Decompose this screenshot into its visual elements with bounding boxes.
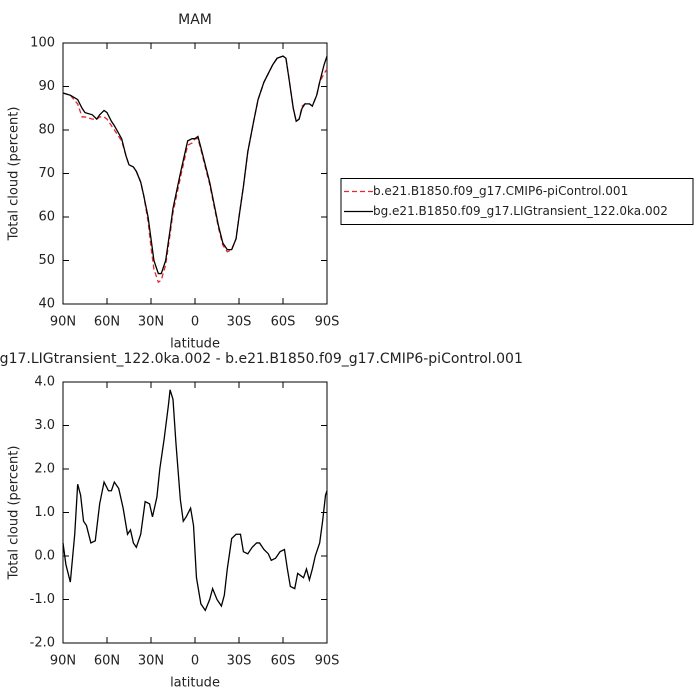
x-axis-label: latitude (170, 337, 220, 352)
series-line (62, 55, 328, 275)
legend-label: bg.e21.B1850.f09_g17.LIGtransient_122.0k… (373, 204, 668, 218)
x-tick-label: 30S (227, 654, 252, 669)
plot-frame (62, 381, 328, 644)
x-tick-label: 0 (191, 654, 199, 669)
x-tick-label: 60N (94, 315, 120, 330)
y-tick-label: 70 (38, 166, 55, 181)
y-tick-label: 2.0 (34, 462, 55, 477)
x-tick-label: 60N (94, 654, 120, 669)
y-tick-label: -2.0 (30, 636, 55, 651)
x-tick-label: 90N (50, 315, 76, 330)
x-tick-label: 60S (271, 315, 296, 330)
legend-box (340, 178, 694, 225)
plot-frame (62, 42, 328, 305)
y-tick-label: 80 (38, 123, 55, 138)
series-line (62, 389, 328, 612)
y-tick-label: 90 (38, 79, 55, 94)
y-axis-label: Total cloud (percent) (7, 446, 22, 581)
y-tick-label: 3.0 (34, 418, 55, 433)
y-tick-label: 100 (30, 36, 55, 51)
chart-title: bg.e21.B1850.f09_g17.LIGtransient_122.0k… (0, 351, 523, 367)
series-line (62, 55, 328, 284)
y-tick-label: 40 (38, 297, 55, 312)
y-axis-label: Total cloud (percent) (7, 107, 22, 242)
legend-label: b.e21.B1850.f09_g17.CMIP6-piControl.001 (373, 184, 628, 198)
y-tick-label: 0.0 (34, 549, 55, 564)
x-tick-label: 30N (138, 654, 164, 669)
chart-title: MAM (178, 12, 212, 28)
x-tick-label: 90S (315, 315, 340, 330)
x-tick-label: 30S (227, 315, 252, 330)
x-tick-label: 30N (138, 315, 164, 330)
x-tick-label: 90S (315, 654, 340, 669)
x-tick-label: 90N (50, 654, 76, 669)
y-tick-label: 4.0 (34, 375, 55, 390)
y-tick-label: 60 (38, 210, 55, 225)
y-tick-label: 1.0 (34, 505, 55, 520)
x-tick-label: 0 (191, 315, 199, 330)
x-tick-label: 60S (271, 654, 296, 669)
y-tick-label: 50 (38, 253, 55, 268)
x-axis-label: latitude (170, 676, 220, 691)
y-tick-label: -1.0 (30, 592, 55, 607)
